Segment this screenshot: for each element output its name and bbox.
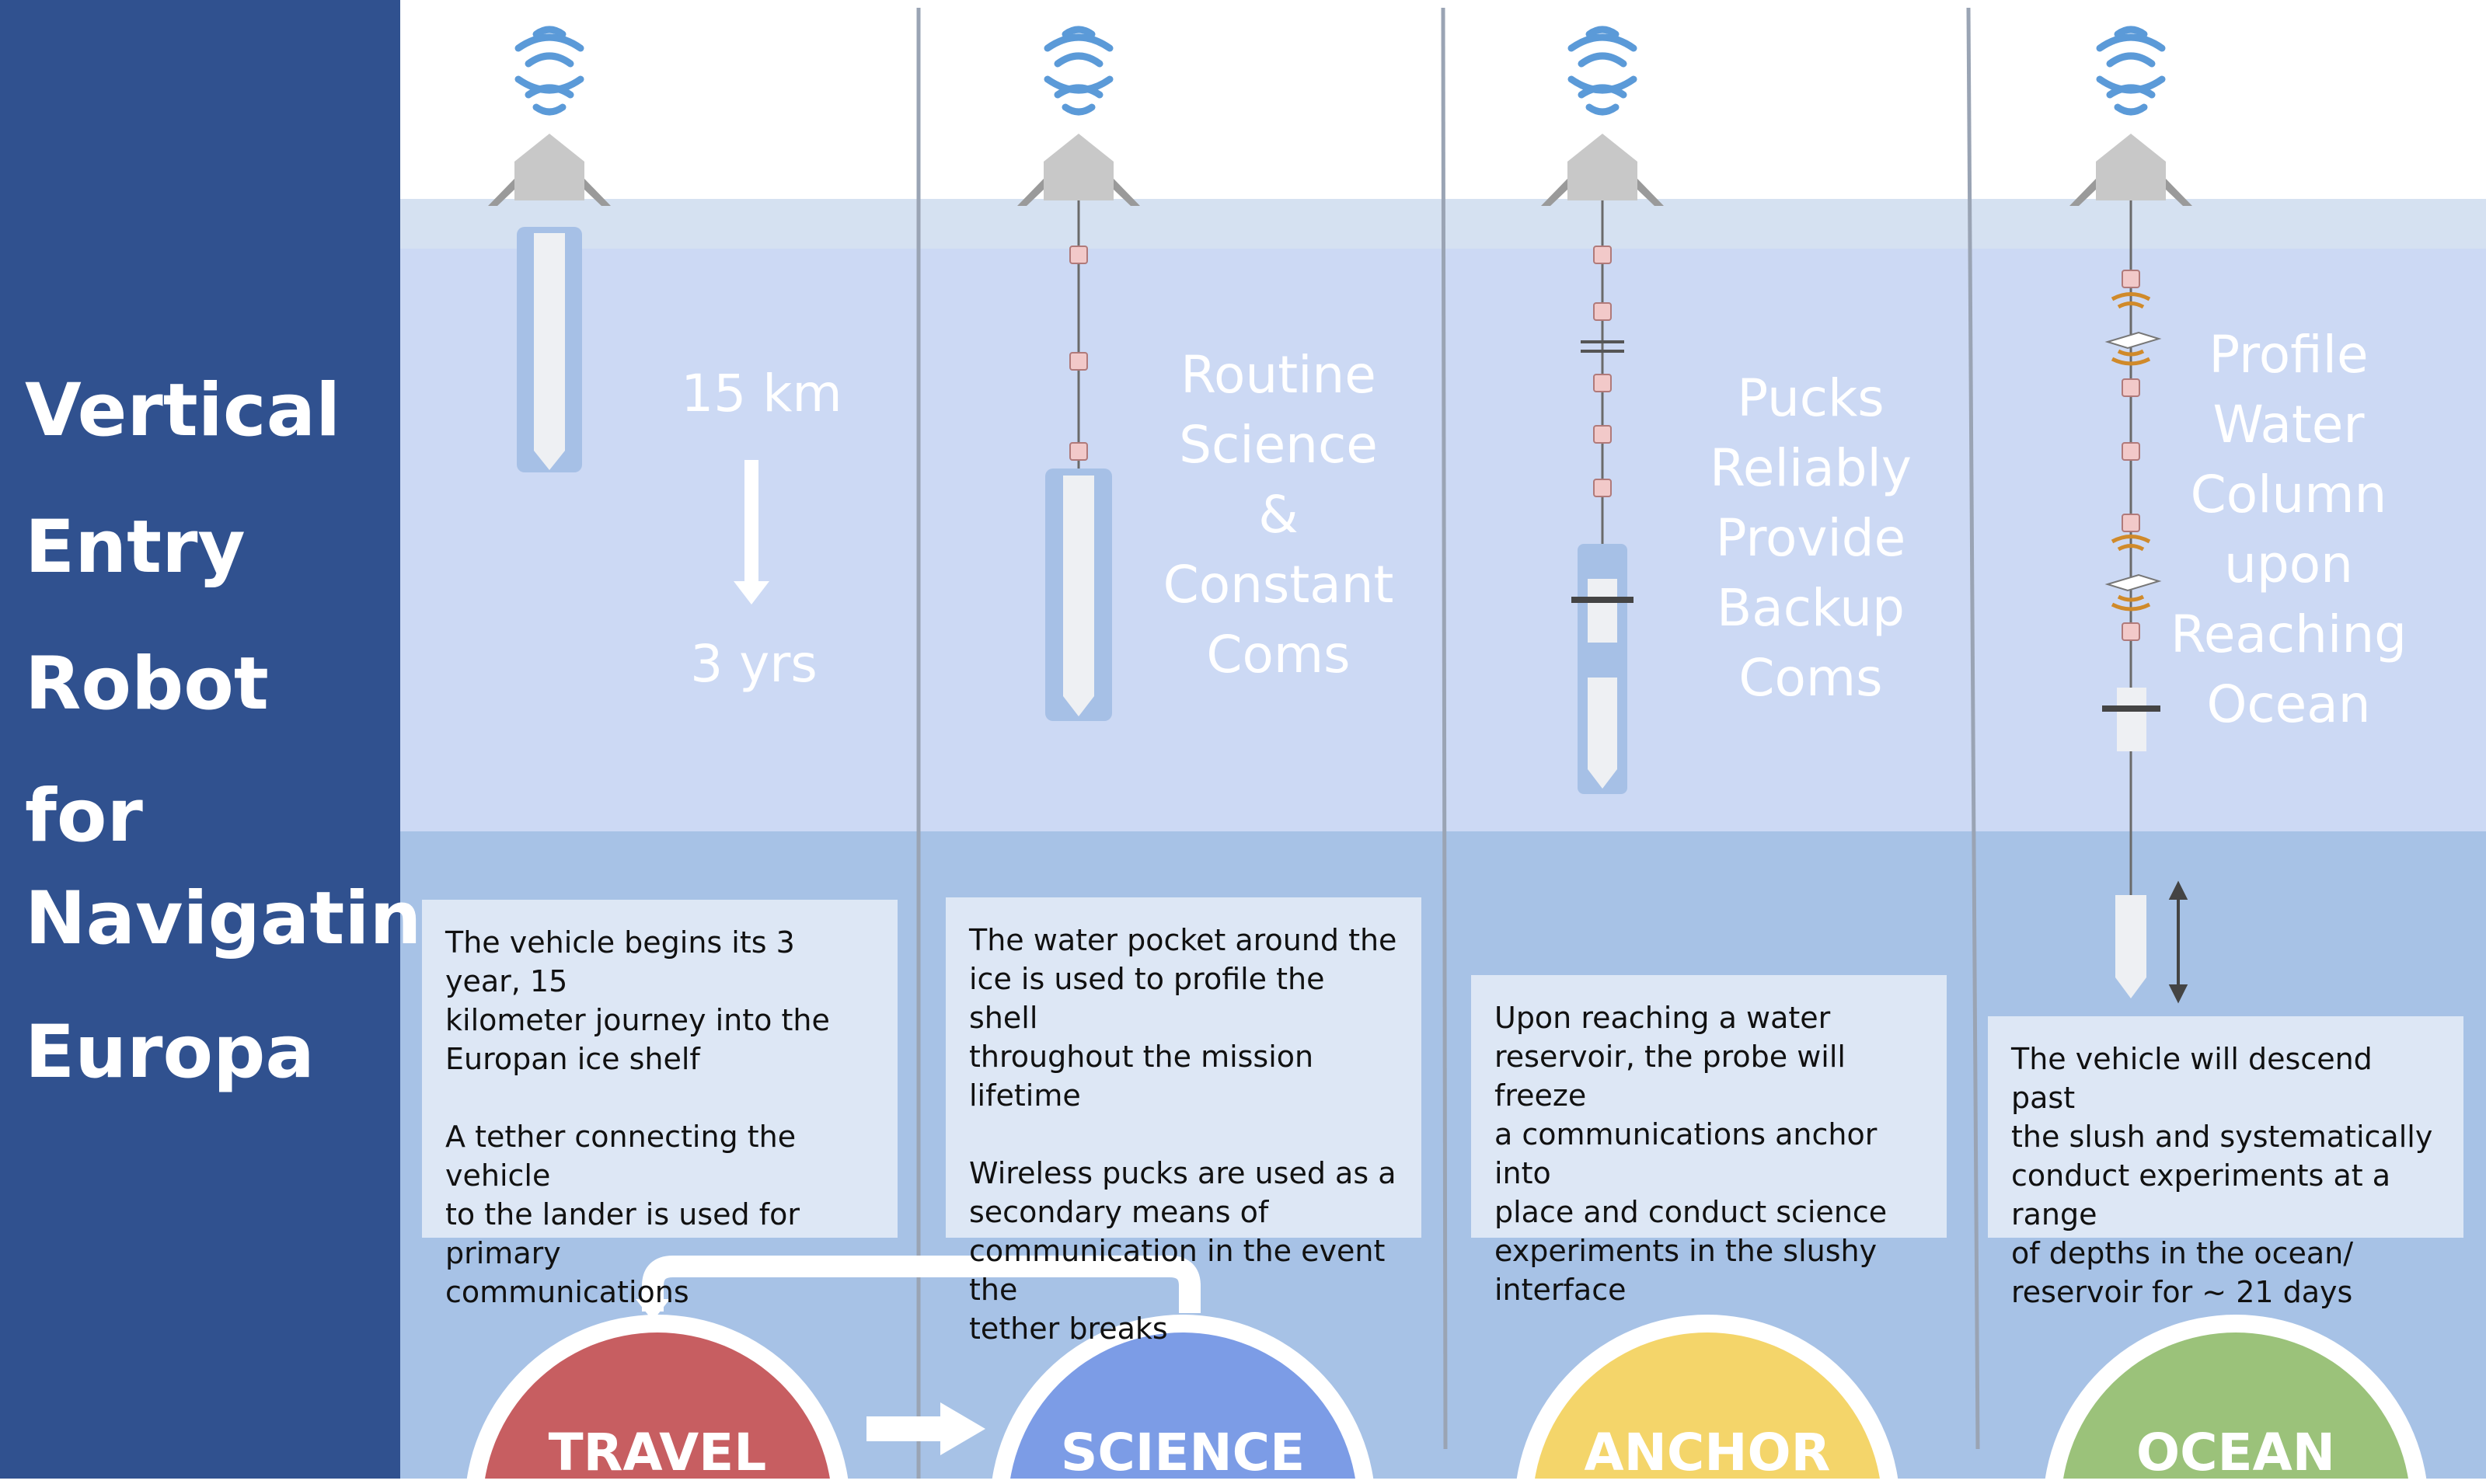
lander-icon [2069, 134, 2192, 206]
tether-break-marker [1581, 340, 1624, 353]
title-line: Robot [25, 642, 269, 726]
travel-description: The vehicle begins its 3 year, 15 kilome… [422, 900, 898, 1309]
column-divider [1441, 7, 1448, 1450]
title-line: Navigating [25, 876, 474, 961]
wifi-signal-icon [514, 26, 584, 116]
down-arrow-icon [734, 460, 769, 604]
title-line: Entry [25, 505, 246, 590]
badge-travel [466, 1315, 849, 1479]
puck-icon [1069, 246, 1088, 461]
anchor-description: Upon reaching a water reservoir, the pro… [1471, 975, 1947, 1307]
science-phase-text: Routine Science & Constant Coms [1163, 345, 1394, 685]
loop-arrowhead [636, 1299, 670, 1321]
badge-anchor-label: ANCHOR [1584, 1423, 1831, 1482]
lander-icon [1017, 134, 1140, 206]
puck-icon [1593, 246, 1612, 497]
probe-icon [1045, 469, 1112, 721]
probe-icon [1571, 544, 1634, 794]
signal-ripple-icon [2111, 292, 2151, 611]
ocean-phase-text: Profile Water Column upon Reaching Ocean [2170, 325, 2408, 734]
wifi-signal-icon [2096, 26, 2166, 116]
anchor-icon [2102, 688, 2160, 751]
science-description: The water pocket around the ice is used … [946, 897, 1421, 1346]
puck-icon [2122, 270, 2140, 641]
wifi-signal-icon [1044, 26, 1114, 116]
loop-connector [642, 1256, 1201, 1313]
title-sidebar: Vertical Entry Robot for Navigating Euro… [0, 0, 474, 1479]
badge-ocean [2045, 1315, 2427, 1479]
wifi-signal-icon [1567, 26, 1637, 116]
vertical-double-arrow-icon [2168, 880, 2188, 1004]
lander-icon [488, 134, 611, 206]
badge-anchor [1516, 1315, 1898, 1479]
probe-icon [2115, 895, 2146, 998]
badge-science-label: SCIENCE [1060, 1423, 1306, 1482]
right-arrow-icon [866, 1402, 985, 1455]
title-line: Vertical [25, 368, 341, 453]
column-divider [1966, 7, 1980, 1450]
badge-science [992, 1315, 1374, 1479]
ocean-description: The vehicle will descend past the slush … [1988, 1016, 2463, 1309]
anchor-phase-text: Pucks Reliably Provide Backup Coms [1710, 368, 1912, 708]
puck-disc-icon [2104, 331, 2162, 592]
badge-travel-label: TRAVEL [548, 1423, 767, 1482]
travel-distance-label: 15 km [681, 364, 842, 423]
title-line: for [25, 774, 143, 859]
travel-duration-label: 3 yrs [690, 634, 818, 694]
lander-icon [1541, 134, 1664, 206]
probe-icon [517, 227, 582, 472]
badge-ocean-label: OCEAN [2136, 1423, 2335, 1482]
title-line: Europa [25, 1010, 315, 1095]
